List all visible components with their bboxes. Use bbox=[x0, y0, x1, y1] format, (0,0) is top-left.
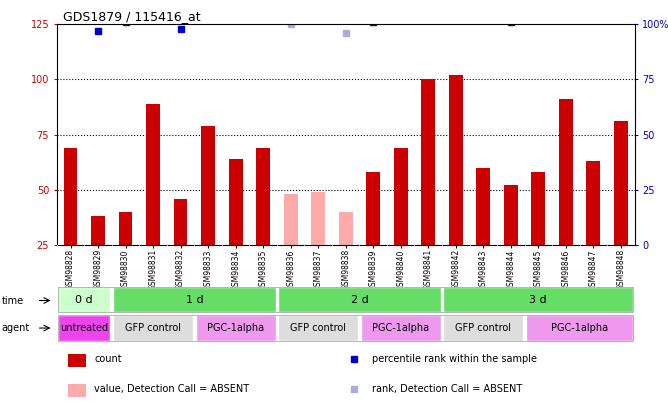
Bar bbox=[339, 212, 353, 245]
Bar bbox=[63, 148, 77, 245]
Text: time: time bbox=[1, 296, 23, 305]
Bar bbox=[58, 315, 110, 341]
Bar bbox=[146, 104, 160, 245]
Bar bbox=[526, 315, 633, 341]
Bar bbox=[587, 161, 601, 245]
Bar bbox=[279, 287, 441, 313]
Text: 3 d: 3 d bbox=[530, 295, 547, 305]
Bar bbox=[279, 315, 358, 341]
Text: value, Detection Call = ABSENT: value, Detection Call = ABSENT bbox=[94, 384, 249, 394]
Bar bbox=[444, 315, 523, 341]
Text: agent: agent bbox=[1, 323, 29, 333]
Bar bbox=[119, 212, 132, 245]
Bar bbox=[444, 287, 633, 313]
Bar bbox=[394, 148, 407, 245]
Bar bbox=[504, 185, 518, 245]
Bar bbox=[174, 199, 188, 245]
Text: 1 d: 1 d bbox=[186, 295, 203, 305]
Text: PGC-1alpha: PGC-1alpha bbox=[372, 323, 430, 333]
Bar bbox=[257, 148, 270, 245]
Bar bbox=[361, 315, 441, 341]
Text: 2 d: 2 d bbox=[351, 295, 368, 305]
Text: GDS1879 / 115416_at: GDS1879 / 115416_at bbox=[63, 10, 200, 23]
Bar bbox=[614, 122, 628, 245]
Bar bbox=[311, 192, 325, 245]
Text: PGC-1alpha: PGC-1alpha bbox=[551, 323, 608, 333]
Bar bbox=[422, 79, 435, 245]
Text: count: count bbox=[94, 354, 122, 364]
Bar bbox=[68, 384, 86, 397]
Bar bbox=[449, 75, 463, 245]
Bar bbox=[284, 194, 297, 245]
Text: rank, Detection Call = ABSENT: rank, Detection Call = ABSENT bbox=[371, 384, 522, 394]
Bar bbox=[201, 126, 215, 245]
Bar bbox=[196, 315, 275, 341]
Bar bbox=[228, 159, 242, 245]
Bar bbox=[68, 354, 86, 367]
Text: PGC-1alpha: PGC-1alpha bbox=[207, 323, 264, 333]
Bar bbox=[113, 315, 193, 341]
Bar bbox=[58, 287, 110, 313]
Bar bbox=[476, 168, 490, 245]
Bar bbox=[532, 172, 545, 245]
Text: GFP control: GFP control bbox=[290, 323, 346, 333]
Bar bbox=[559, 99, 572, 245]
Text: 0 d: 0 d bbox=[75, 295, 93, 305]
Text: percentile rank within the sample: percentile rank within the sample bbox=[371, 354, 536, 364]
Text: GFP control: GFP control bbox=[125, 323, 181, 333]
Bar bbox=[113, 287, 275, 313]
Text: untreated: untreated bbox=[60, 323, 108, 333]
Bar bbox=[91, 216, 105, 245]
Bar bbox=[366, 172, 380, 245]
Text: GFP control: GFP control bbox=[456, 323, 511, 333]
